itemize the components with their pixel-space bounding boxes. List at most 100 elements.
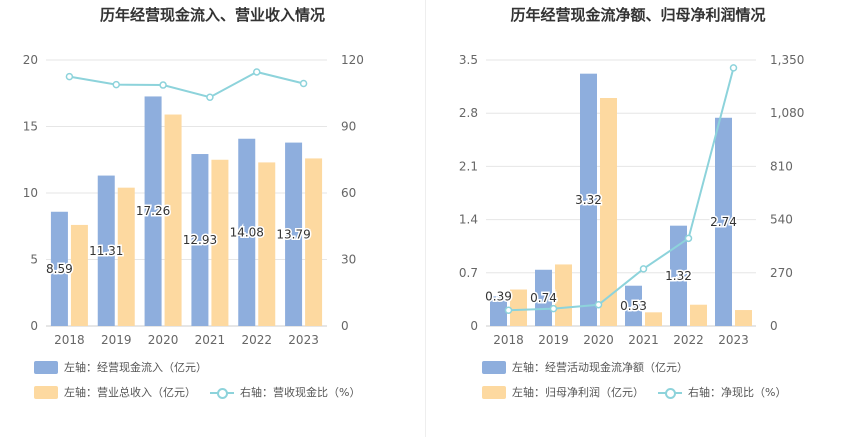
chart-title: 历年经营现金流入、营业收入情况 — [99, 6, 325, 24]
legend-row-1: 左轴：经营现金流入（亿元） — [34, 359, 221, 375]
x-axis-tick-label: 2019 — [101, 333, 132, 347]
right-axis-tick-label: 1,080 — [770, 106, 804, 120]
right-axis-tick-label: 90 — [341, 120, 356, 134]
x-axis-tick-label: 2018 — [493, 333, 524, 347]
legend-line-icon — [658, 386, 682, 399]
line-point — [299, 79, 308, 88]
left-axis-tick-label: 5 — [30, 253, 38, 267]
legend-label: 右轴：净现比（%） — [688, 386, 787, 399]
line-point — [504, 306, 513, 314]
left-axis-tick-label: 0 — [30, 319, 38, 333]
right-axis-tick-label: 0 — [341, 319, 349, 333]
legend-item-net-cash-ratio[interactable]: 右轴：净现比（%） — [658, 384, 786, 400]
line-point — [684, 234, 693, 243]
bar — [580, 73, 597, 327]
bar — [164, 114, 182, 326]
x-axis-tick-label: 2022 — [673, 333, 704, 347]
bar — [600, 98, 617, 326]
bar-data-label: 12.93 — [183, 233, 217, 247]
bar — [50, 211, 68, 326]
bar — [510, 289, 527, 326]
legend-label: 左轴：营业总收入（亿元） — [64, 386, 196, 399]
bar — [670, 225, 687, 326]
chart-panel-cash-inflow: 历年经营现金流入、营业收入情况 0 5 10 15 20 0 30 60 90 120 2018 20… — [23, 6, 374, 400]
chart-plot: 0 5 10 15 20 0 30 60 90 120 2018 2019 2020 2021 2022 20… — [23, 53, 364, 347]
bar-data-label: 13.79 — [276, 227, 310, 241]
bar-data-label: 0.39 — [485, 289, 512, 303]
legend-label: 左轴：归母净利润（亿元） — [512, 386, 644, 399]
legend-swatch — [482, 385, 506, 399]
x-axis-tick-label: 2021 — [195, 333, 226, 347]
legend-swatch — [482, 360, 506, 374]
bar-data-label: 3.32 — [575, 193, 602, 207]
bar — [258, 162, 276, 326]
legend-label: 左轴：经营现金流入（亿元） — [64, 361, 207, 374]
left-axis-tick-label: 0.7 — [459, 266, 478, 280]
line-point — [639, 265, 648, 273]
bar — [305, 158, 323, 326]
legend-row-2: 左轴：归母净利润（亿元） 右轴：净现比（%） — [482, 384, 800, 400]
bar-data-label: 0.74 — [530, 291, 557, 305]
legend-item-net-cash-flow[interactable]: 左轴：经营活动现金流净额（亿元） — [482, 359, 688, 375]
x-axis-tick-label: 2023 — [288, 333, 319, 347]
bar-data-label: 8.59 — [46, 262, 73, 276]
bar — [70, 224, 88, 326]
bar-data-label: 11.31 — [89, 244, 123, 258]
bar — [191, 154, 209, 326]
bar-data-label: 1.32 — [665, 269, 692, 283]
left-axis-tick-label: 10 — [23, 186, 38, 200]
line-point — [112, 80, 120, 89]
x-axis-tick-label: 2022 — [241, 333, 272, 347]
x-axis-tick-label: 2020 — [583, 333, 614, 347]
bar — [715, 117, 732, 326]
bar-data-label: 17.26 — [136, 204, 170, 218]
bar — [97, 175, 115, 326]
legend-swatch — [34, 360, 58, 374]
bar — [211, 159, 229, 326]
bar-data-label: 14.08 — [230, 225, 264, 239]
left-axis-tick-label: 2.1 — [459, 159, 478, 173]
line-point — [549, 304, 558, 313]
bar — [690, 304, 707, 326]
legend-row-1: 左轴：经营活动现金流净额（亿元） — [482, 359, 702, 375]
bar — [285, 142, 303, 326]
legend-label: 右轴：营收现金比（%） — [240, 386, 361, 399]
right-axis-tick-label: 30 — [341, 253, 356, 267]
legend-row-2: 左轴：营业总收入（亿元） 右轴：营收现金比（%） — [34, 384, 374, 400]
chart-panel-net-cash-flow: 历年经营现金流净额、归母净利润情况 0 0.7 1.4 2.1 2.8 3.5 0 270 54… — [426, 0, 850, 437]
left-axis-tick-label: 15 — [23, 120, 38, 134]
bar-data-label: 0.53 — [620, 299, 647, 313]
legend-item-cash-inflow[interactable]: 左轴：经营现金流入（亿元） — [34, 359, 207, 375]
chart-title: 历年经营现金流净额、归母净利润情况 — [510, 6, 766, 24]
line-point — [65, 72, 74, 81]
right-axis-tick-label: 540 — [770, 213, 793, 227]
legend-label: 左轴：经营活动现金流净额（亿元） — [512, 361, 688, 374]
left-axis-tick-label: 20 — [23, 53, 38, 67]
right-axis-tick-label: 1,350 — [770, 53, 804, 67]
right-axis-tick-label: 120 — [341, 53, 364, 67]
bar — [144, 96, 162, 326]
legend-item-revenue-cash-ratio[interactable]: 右轴：营收现金比（%） — [210, 384, 360, 400]
line-point — [594, 300, 603, 309]
bar — [625, 285, 642, 326]
bar — [490, 296, 507, 326]
bar — [645, 312, 662, 326]
x-axis-tick-label: 2019 — [538, 333, 569, 347]
bar — [555, 264, 572, 326]
legend-item-revenue[interactable]: 左轴：营业总收入（亿元） — [34, 384, 196, 400]
line-point — [206, 93, 214, 101]
bar — [535, 269, 552, 326]
bar — [117, 187, 135, 326]
legend-line-icon — [210, 386, 234, 399]
bar — [735, 310, 752, 326]
x-axis-tick-label: 2018 — [54, 333, 85, 347]
left-axis-tick-label: 0 — [470, 319, 478, 333]
left-axis-tick-label: 1.4 — [459, 213, 478, 227]
line-series — [508, 67, 735, 312]
bar — [238, 138, 256, 326]
panel-divider — [425, 0, 426, 437]
legend-item-net-profit[interactable]: 左轴：归母净利润（亿元） — [482, 384, 644, 400]
right-axis-tick-label: 810 — [770, 159, 793, 173]
x-axis-tick-label: 2020 — [148, 333, 179, 347]
line-series — [69, 70, 304, 99]
